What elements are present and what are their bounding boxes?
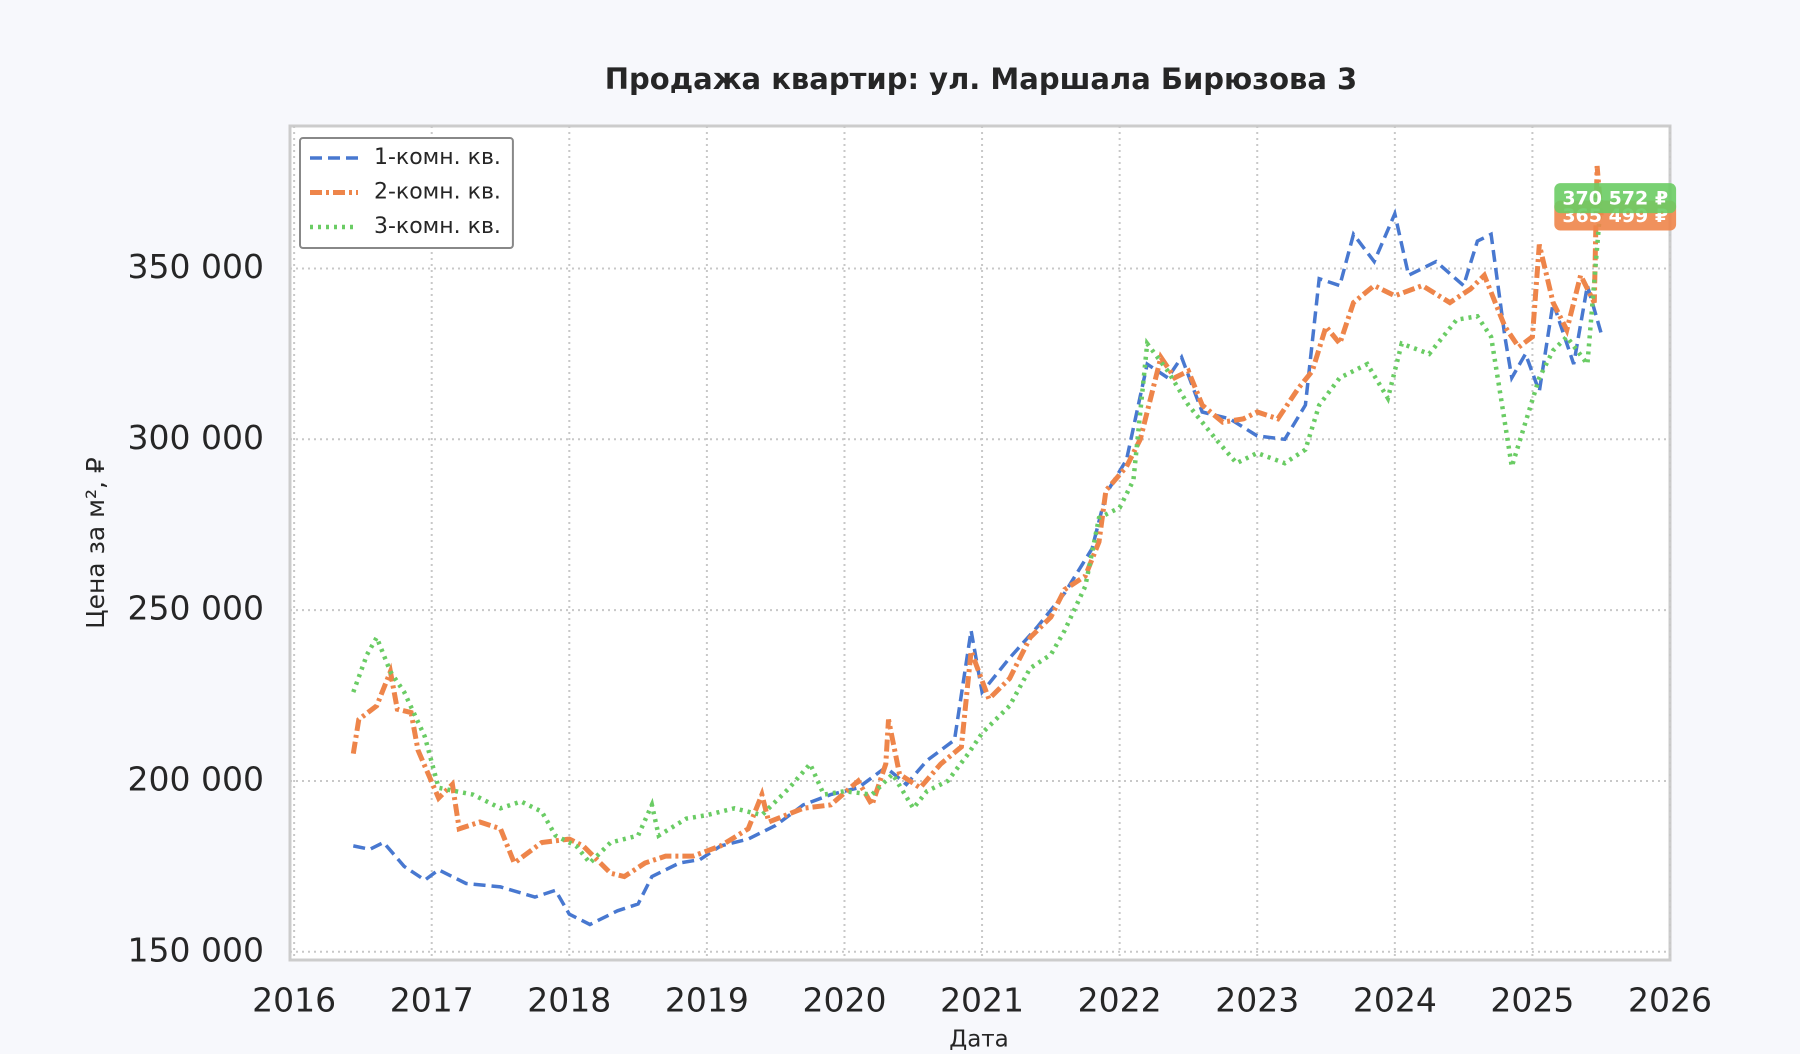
series-line [352, 208, 1603, 927]
legend: 1-комн. кв. 2-комн. кв. 3-комн. кв. [299, 137, 514, 249]
legend-label: 2-комн. кв. [374, 180, 501, 205]
y-tick-label: 350 000 [128, 247, 264, 286]
series-line [350, 165, 1604, 880]
y-axis-label: Цена за м², ₽ [81, 457, 110, 629]
chart-title: Продажа квартир: ул. Маршала Бирюзова 3 [605, 62, 1357, 96]
y-tick-label: 300 000 [128, 418, 264, 457]
x-tick-label: 2024 [1353, 981, 1437, 1020]
legend-box [299, 137, 514, 249]
x-tick-label: 2021 [940, 981, 1024, 1020]
end-label: 370 572 ₽ [1554, 183, 1677, 214]
plot-area [288, 124, 1672, 962]
x-tick-label: 2020 [802, 981, 886, 1020]
end-label-text: 370 572 ₽ [1562, 188, 1668, 210]
y-tick-label: 150 000 [128, 930, 264, 969]
x-axis-label: Дата [949, 1027, 1009, 1051]
x-tick-label: 2017 [390, 981, 474, 1020]
y-tick-label: 200 000 [128, 759, 264, 798]
x-tick-label: 2022 [1078, 981, 1162, 1020]
x-tick-label: 2026 [1628, 981, 1712, 1020]
x-tick-label: 2023 [1215, 981, 1299, 1020]
legend-label: 1-комн. кв. [374, 145, 501, 170]
y-tick-label: 250 000 [128, 589, 264, 628]
x-tick-label: 2016 [252, 981, 336, 1020]
x-tick-label: 2018 [527, 981, 611, 1020]
x-tick-label: 2025 [1490, 981, 1574, 1020]
legend-label: 3-комн. кв. [374, 214, 501, 239]
x-tick-label: 2019 [665, 981, 749, 1020]
end-label-box [1554, 183, 1677, 214]
